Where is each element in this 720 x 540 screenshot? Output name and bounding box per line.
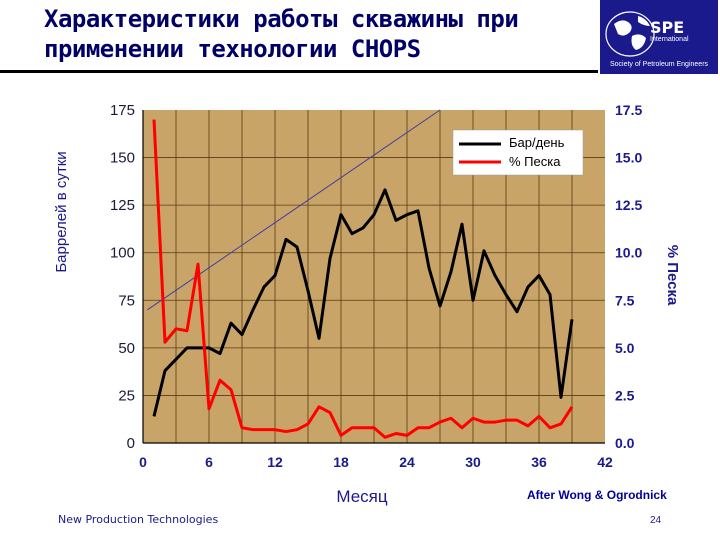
y-tick-label-right: 7.5 [615, 292, 635, 308]
globe-icon [605, 11, 655, 57]
y-tick-label-right: 12.5 [615, 197, 642, 213]
y-tick-label-left: 175 [110, 102, 135, 119]
legend-label-sand: % Песка [509, 154, 561, 169]
y-tick-label-right: 10.0 [615, 245, 642, 261]
page-number: 24 [650, 515, 662, 526]
x-tick-label: 0 [139, 454, 147, 470]
logo-subtext: International [650, 36, 689, 43]
x-axis-label: Месяц [336, 487, 388, 506]
y-tick-label-right: 5.0 [615, 340, 635, 356]
y-tick-label-left: 150 [110, 150, 135, 167]
x-tick-label: 6 [205, 454, 213, 470]
spe-logo: SPE International Society of Petroleum E… [600, 0, 718, 74]
y-tick-label-left: 25 [118, 387, 135, 404]
y-axis-label-right: % Песка [664, 245, 681, 306]
y-axis-label-left: Баррелей в сутки [53, 151, 70, 272]
y-tick-label-right: 0.0 [615, 435, 635, 451]
x-tick-label: 24 [399, 454, 415, 470]
legend [452, 129, 584, 176]
logo-caption: Society of Petroleum Engineers [609, 61, 709, 68]
x-tick-label: 36 [531, 454, 547, 470]
x-tick-label: 30 [465, 454, 481, 470]
y-tick-label-left: 0 [127, 435, 135, 452]
y-tick-label-left: 125 [110, 197, 135, 214]
y-tick-label-left: 75 [118, 292, 135, 309]
y-tick-label-right: 15.0 [615, 150, 642, 166]
series-line-sand-percent [152, 119, 574, 439]
source-credit: After Wong & Ogrodnick [527, 488, 667, 502]
y-tick-label-right: 17.5 [615, 102, 642, 118]
slide-title: Характеристики работы скважины при приме… [44, 5, 519, 63]
y-tick-label-right: 2.5 [615, 387, 635, 403]
y-tick-label-left: 100 [110, 245, 135, 262]
logo-text: SPE [650, 18, 685, 37]
series-line-oil-rate [152, 188, 574, 417]
x-tick-label: 18 [333, 454, 349, 470]
x-tick-label: 12 [267, 454, 283, 470]
footer-label: New Production Technologies [58, 513, 219, 526]
legend-label-oil: Бар/день [509, 135, 565, 150]
y-tick-label-left: 50 [118, 340, 135, 357]
title-underline [0, 70, 598, 73]
x-tick-label: 42 [597, 454, 613, 470]
